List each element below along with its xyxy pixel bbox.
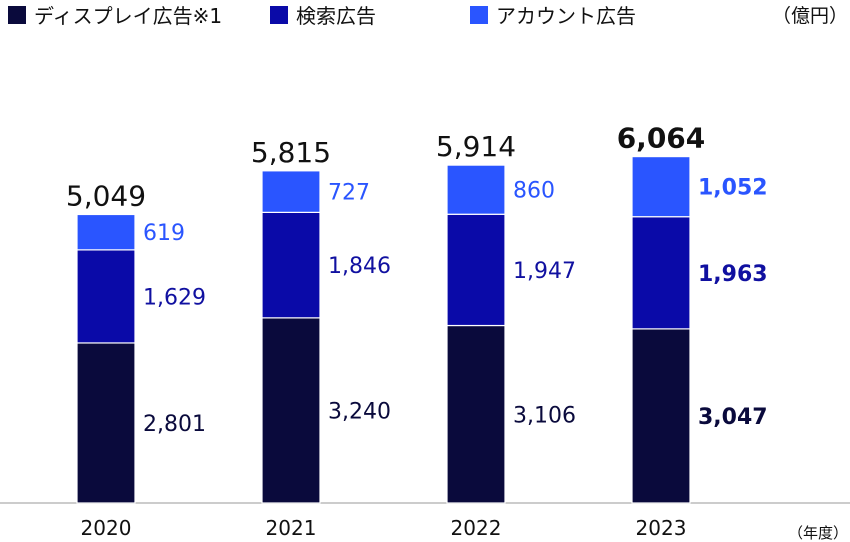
bar-segment-2020-0 bbox=[76, 342, 136, 504]
legend-label-1: 検索広告 bbox=[296, 4, 376, 28]
total-label-2022: 5,914 bbox=[436, 130, 516, 163]
legend-swatch-1 bbox=[270, 6, 288, 24]
bars-layer bbox=[76, 156, 691, 504]
value-label-2021-1: 1,846 bbox=[328, 254, 391, 279]
value-label-2023-2: 1,052 bbox=[698, 176, 768, 201]
value-label-2022-0: 3,106 bbox=[513, 403, 576, 428]
total-label-2021: 5,815 bbox=[251, 136, 331, 169]
bar-segment-2021-2 bbox=[261, 170, 321, 213]
value-label-2021-2: 727 bbox=[328, 181, 370, 206]
bar-segment-2023-2 bbox=[631, 156, 691, 218]
value-label-2020-0: 2,801 bbox=[143, 412, 206, 437]
bar-segment-2021-0 bbox=[261, 317, 321, 504]
total-label-2023: 6,064 bbox=[617, 122, 706, 155]
legend-label-0: ディスプレイ広告※1 bbox=[34, 4, 222, 28]
x-axis-unit-label: （年度） bbox=[788, 524, 848, 542]
legend: ディスプレイ広告※1 検索広告 アカウント広告 bbox=[8, 4, 636, 28]
x-tick-2023: 2023 bbox=[636, 516, 687, 540]
bar-segment-2023-0 bbox=[631, 328, 691, 504]
x-tick-2020: 2020 bbox=[81, 516, 132, 540]
bar-segment-2023-1 bbox=[631, 216, 691, 330]
legend-label-2: アカウント広告 bbox=[496, 4, 636, 28]
value-label-2020-1: 1,629 bbox=[143, 285, 206, 310]
bar-segment-2020-1 bbox=[76, 249, 136, 344]
unit-label: （億円） bbox=[772, 5, 848, 27]
value-label-2020-2: 619 bbox=[143, 221, 185, 246]
legend-swatch-2 bbox=[470, 6, 488, 24]
legend-swatch-0 bbox=[8, 6, 26, 24]
total-label-2020: 5,049 bbox=[66, 179, 146, 212]
x-tick-2021: 2021 bbox=[266, 516, 317, 540]
value-label-2022-2: 860 bbox=[513, 179, 555, 204]
bar-segment-2022-1 bbox=[446, 213, 506, 327]
labels-layer: 2,801 1,629 619 5,049 2020 3,240 1,846 727 5,815… bbox=[66, 122, 768, 540]
bar-segment-2022-2 bbox=[446, 164, 506, 215]
value-label-2022-1: 1,947 bbox=[513, 259, 576, 284]
x-tick-2022: 2022 bbox=[451, 516, 502, 540]
value-label-2023-0: 3,047 bbox=[698, 405, 768, 430]
bar-segment-2021-1 bbox=[261, 211, 321, 319]
bar-segment-2020-2 bbox=[76, 213, 136, 251]
value-label-2023-1: 1,963 bbox=[698, 262, 768, 287]
bar-segment-2022-0 bbox=[446, 324, 506, 504]
value-label-2021-0: 3,240 bbox=[328, 399, 391, 424]
